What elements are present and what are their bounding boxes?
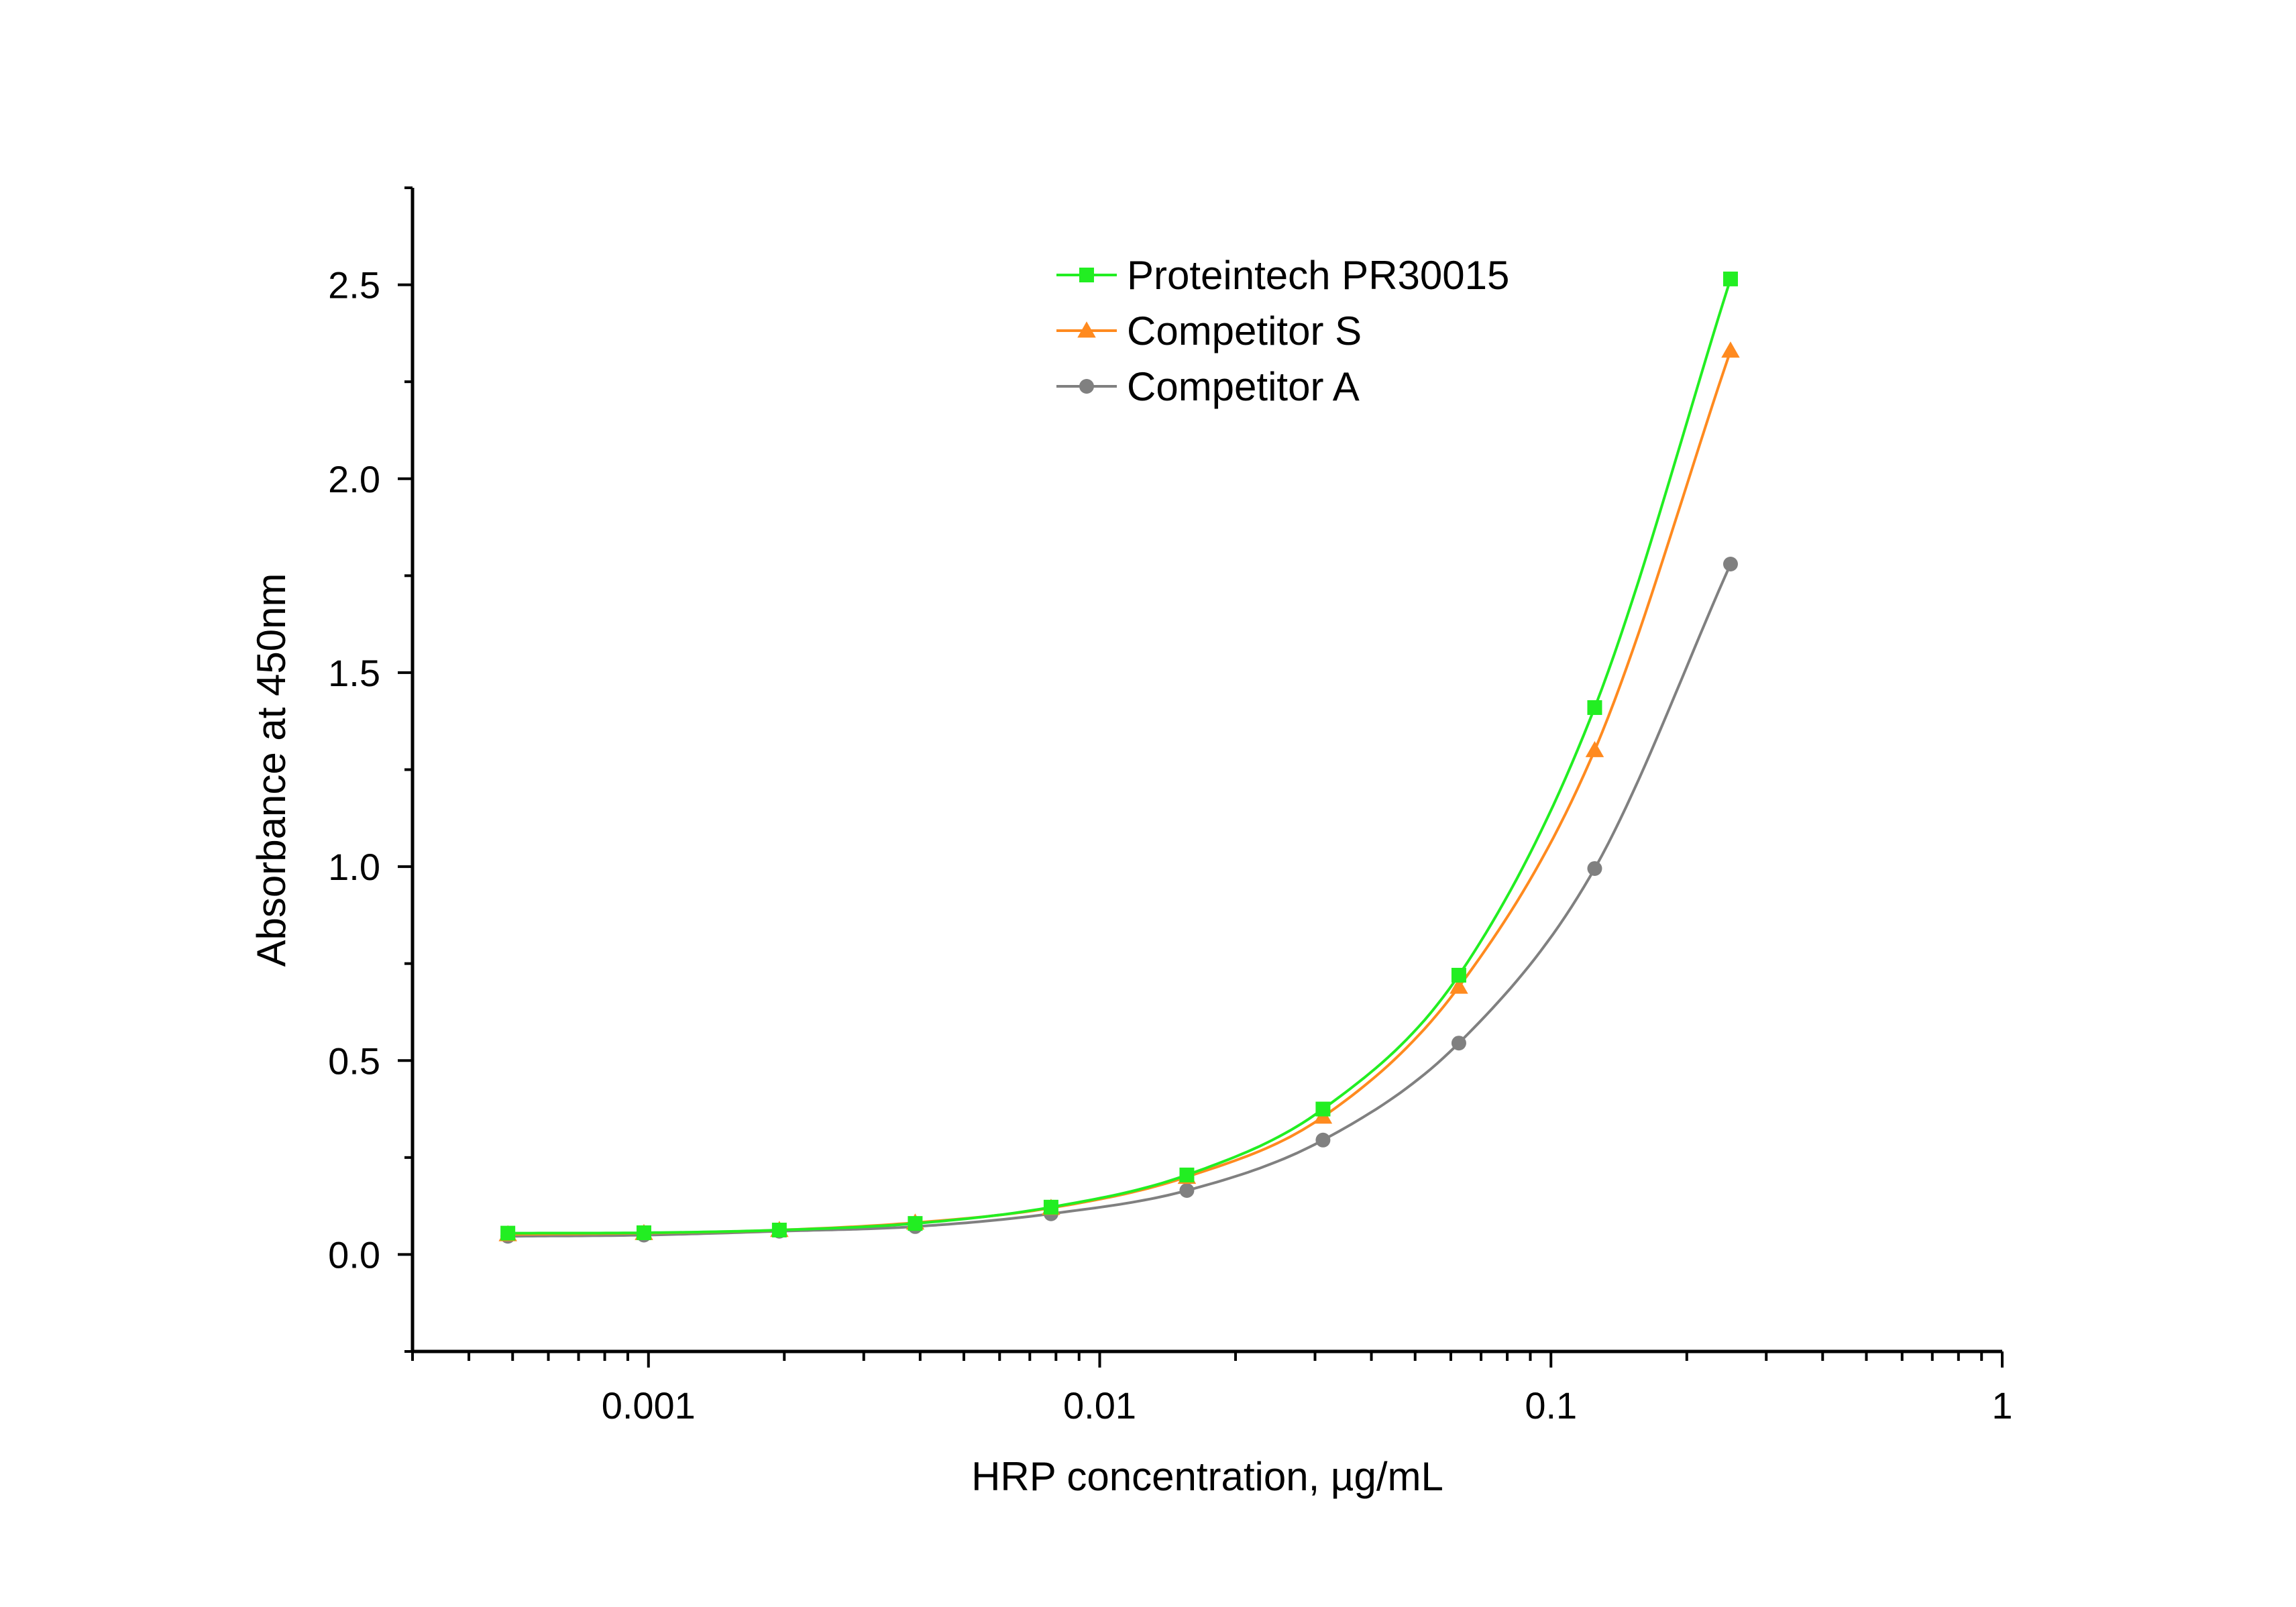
data-point-circle bbox=[1587, 861, 1602, 876]
y-tick-label: 2.5 bbox=[328, 264, 380, 307]
legend-marker bbox=[1079, 268, 1094, 282]
x-axis-title: HRP concentration, µg/mL bbox=[971, 1454, 1443, 1499]
legend-label: Competitor A bbox=[1127, 364, 1360, 409]
data-point-triangle bbox=[1450, 977, 1468, 994]
legend-label: Proteintech PR30015 bbox=[1127, 253, 1509, 298]
data-point-triangle bbox=[1585, 740, 1604, 757]
data-point-square bbox=[1179, 1167, 1195, 1182]
data-point-triangle bbox=[1721, 341, 1740, 358]
data-point-square bbox=[1451, 968, 1466, 983]
y-tick-label: 1.0 bbox=[328, 846, 380, 888]
y-axis-title: Absorbance at 450nm bbox=[249, 573, 294, 966]
data-point-square bbox=[908, 1216, 923, 1231]
x-tick-label: 0.01 bbox=[1063, 1384, 1136, 1427]
legend-marker bbox=[1079, 379, 1094, 394]
data-point-square bbox=[636, 1225, 651, 1241]
data-point-square bbox=[771, 1222, 787, 1237]
x-tick-label: 0.001 bbox=[602, 1384, 696, 1427]
data-point-square bbox=[500, 1225, 516, 1241]
legend-marker bbox=[1077, 321, 1096, 338]
legend-label: Competitor S bbox=[1127, 309, 1362, 353]
y-tick-label: 1.5 bbox=[328, 652, 380, 694]
data-point-square bbox=[1043, 1199, 1058, 1215]
y-tick-label: 0.0 bbox=[328, 1233, 380, 1276]
series-line-0 bbox=[508, 278, 1732, 1235]
series-curves bbox=[508, 278, 1732, 1238]
series-line-2 bbox=[508, 563, 1732, 1238]
data-point-circle bbox=[1723, 556, 1738, 571]
axes: 0.0 0.5 1.0 1.5 2.0 2.5 0.001 0.01 0.1 1 bbox=[328, 186, 2013, 1427]
y-tick-label: 0.5 bbox=[328, 1040, 380, 1082]
data-point-circle bbox=[1315, 1132, 1331, 1148]
data-point-square bbox=[1315, 1101, 1331, 1117]
series-markers bbox=[498, 271, 1740, 1244]
series-line-1 bbox=[508, 350, 1732, 1236]
legend: Proteintech PR30015 Competitor S Competito… bbox=[1056, 253, 1509, 409]
data-point-square bbox=[1723, 271, 1738, 286]
x-tick-label: 1 bbox=[1991, 1384, 2012, 1427]
y-tick-label: 2.0 bbox=[328, 458, 380, 500]
x-tick-label: 0.1 bbox=[1525, 1384, 1577, 1427]
data-point-square bbox=[1587, 700, 1602, 715]
data-point-circle bbox=[1179, 1182, 1195, 1198]
data-point-circle bbox=[1451, 1036, 1466, 1051]
